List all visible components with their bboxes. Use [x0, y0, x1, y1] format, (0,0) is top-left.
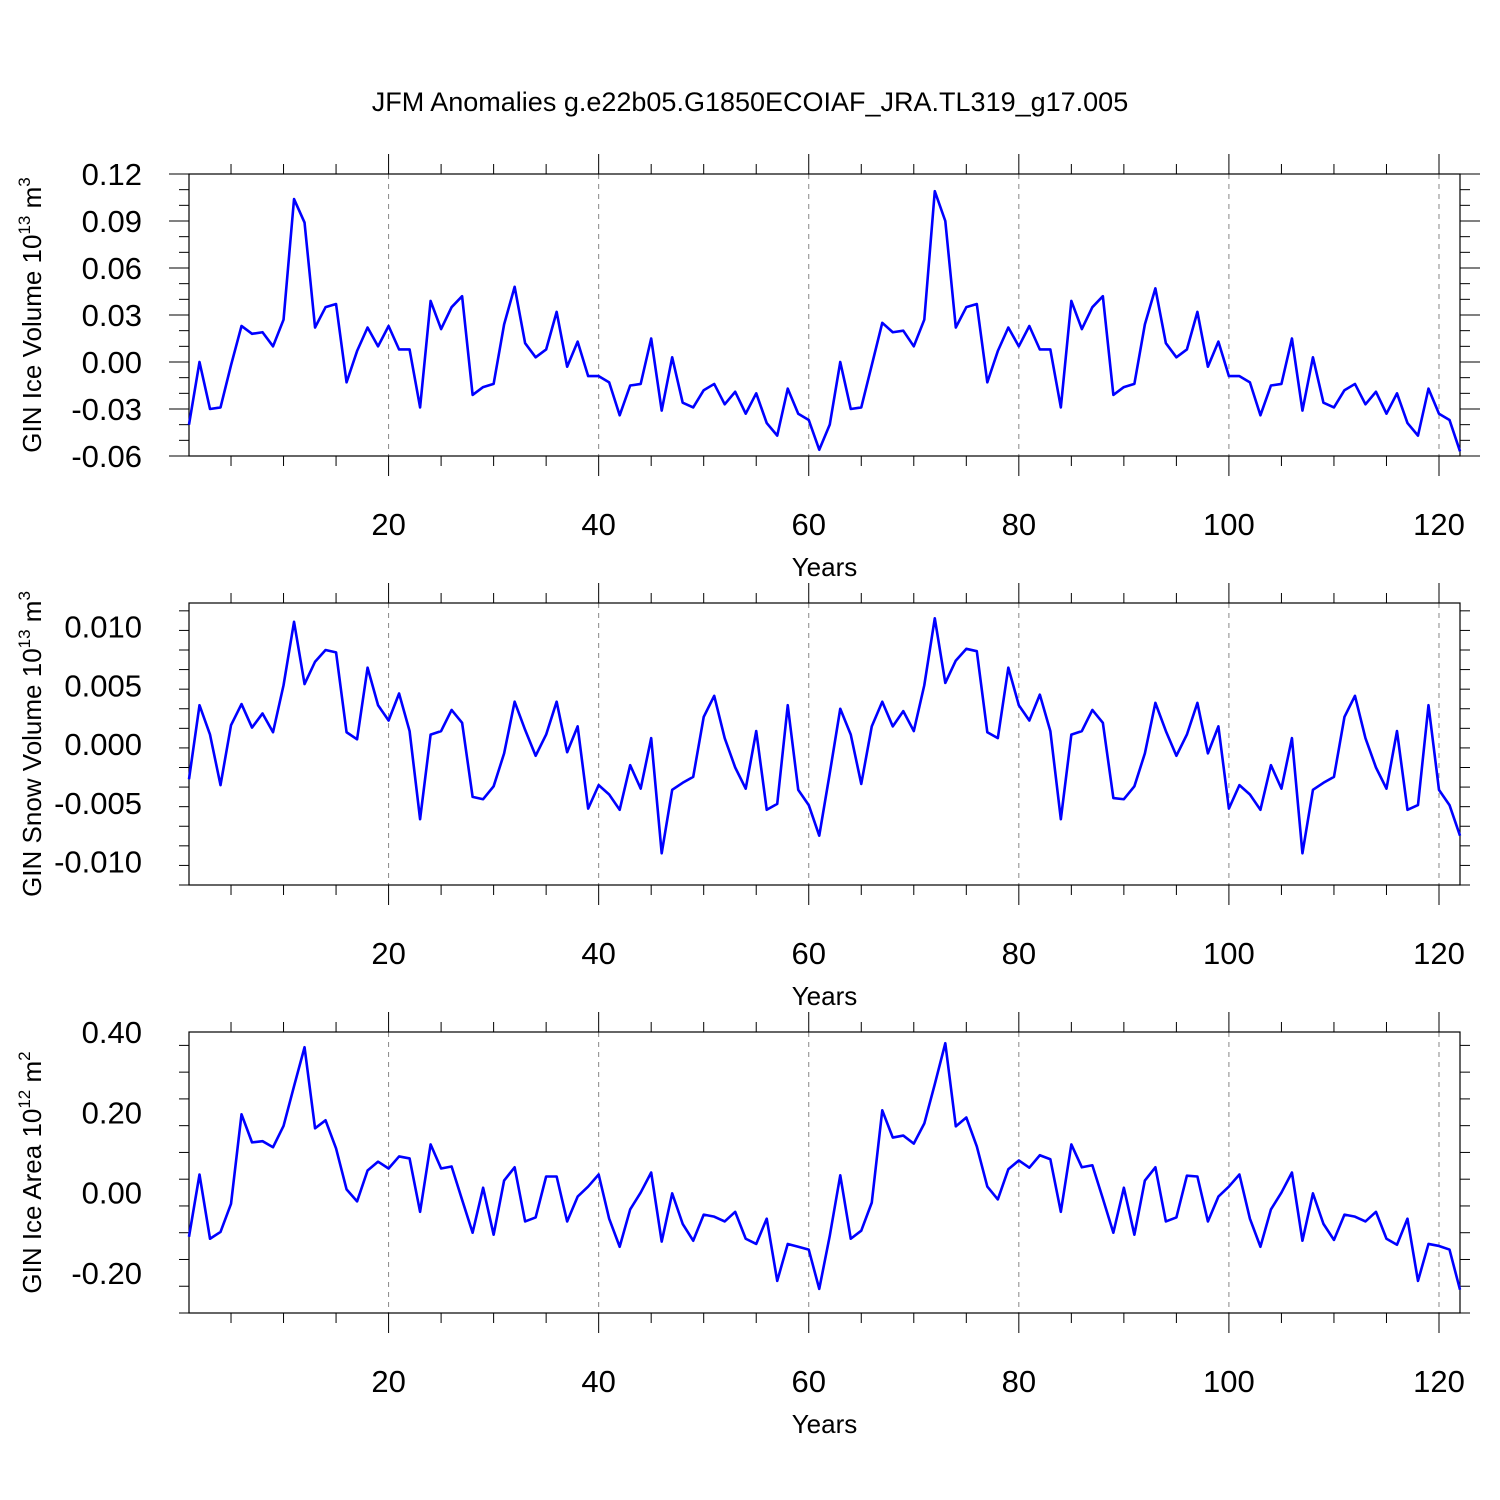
y-axis-title: GIN Ice Area 1012 m2: [15, 1051, 47, 1293]
x-tick-label: 100: [1203, 1364, 1255, 1399]
x-tick-label: 20: [371, 936, 405, 971]
y-axis-title-part: GIN Ice Volume 10: [17, 235, 47, 453]
y-axis-title-superscript: 13: [15, 216, 34, 235]
x-tick-label: 60: [792, 936, 826, 971]
y-axis-title-part: m: [17, 187, 47, 216]
y-axis-title-part: GIN Snow Volume 10: [17, 648, 47, 897]
x-tick-label: 100: [1203, 936, 1255, 971]
y-axis-title-superscript: 2: [15, 1051, 34, 1060]
x-tick-label: 40: [581, 1364, 615, 1399]
y-tick-label: 0.20: [82, 1095, 142, 1130]
series-line: [187, 616, 1462, 855]
y-tick-label: -0.20: [71, 1256, 142, 1291]
panel-3: 20 40 60 80 100 120 -0.20 0.00 0.20 0.40 Years GIN …: [15, 1012, 1470, 1439]
y-tick-label: 0.40: [82, 1015, 142, 1050]
series-line: [187, 1041, 1462, 1291]
y-tick-label: 0.00: [82, 1176, 142, 1211]
y-axis-title-superscript: 3: [15, 177, 34, 186]
x-axis-title: Years: [792, 552, 858, 582]
x-axis-title: Years: [792, 1409, 858, 1439]
x-tick-label: 80: [1002, 936, 1036, 971]
y-tick-label: 0.12: [82, 157, 142, 192]
panel-2: 20 40 60 80 100 120 -0.010 -0.005 0.000 0.005 0.01…: [15, 583, 1470, 1011]
figure-title: JFM Anomalies g.e22b05.G1850ECOIAF_JRA.T…: [372, 87, 1128, 117]
series-line: [187, 189, 1462, 452]
x-tick-label: 60: [792, 507, 826, 542]
x-tick-label: 80: [1002, 507, 1036, 542]
x-tick-label: 20: [371, 1364, 405, 1399]
y-axis-title: GIN Snow Volume 1013 m3: [15, 591, 47, 897]
y-tick-label: -0.06: [71, 439, 142, 474]
x-tick-label: 120: [1413, 936, 1465, 971]
x-tick-label: 100: [1203, 507, 1255, 542]
plot-frame: [188, 602, 1461, 886]
plot-frame: [188, 173, 1461, 457]
x-tick-label: 60: [792, 1364, 826, 1399]
y-tick-label: 0.06: [82, 251, 142, 286]
y-axis-title-part: m: [17, 1061, 47, 1090]
x-tick-label: 40: [581, 507, 615, 542]
plot-frame: [188, 1031, 1461, 1314]
y-axis-title-part: GIN Ice Area 10: [17, 1109, 47, 1294]
y-tick-label: 0.03: [82, 298, 142, 333]
y-axis-title-part: m: [17, 601, 47, 630]
y-tick-label: -0.03: [71, 392, 142, 427]
y-tick-label: 0.000: [64, 727, 142, 762]
y-tick-label: 0.00: [82, 345, 142, 380]
panel-1: 20 40 60 80 100 120 -0.06 -0.03 0.00 0.03 0.06 0.09…: [15, 154, 1480, 582]
y-axis-title-superscript: 3: [15, 591, 34, 600]
y-tick-label: -0.005: [54, 786, 142, 821]
y-axis-title: GIN Ice Volume 1013 m3: [15, 177, 47, 453]
y-axis-title-superscript: 13: [15, 629, 34, 648]
y-tick-label: 0.005: [64, 668, 142, 703]
x-tick-label: 40: [581, 936, 615, 971]
y-axis-title-superscript: 12: [15, 1090, 34, 1109]
y-tick-label: -0.010: [54, 845, 142, 880]
x-tick-label: 120: [1413, 507, 1465, 542]
x-axis-title: Years: [792, 981, 858, 1011]
y-tick-label: 0.09: [82, 204, 142, 239]
x-tick-label: 20: [371, 507, 405, 542]
x-tick-label: 80: [1002, 1364, 1036, 1399]
y-tick-label: 0.010: [64, 610, 142, 645]
x-tick-label: 120: [1413, 1364, 1465, 1399]
